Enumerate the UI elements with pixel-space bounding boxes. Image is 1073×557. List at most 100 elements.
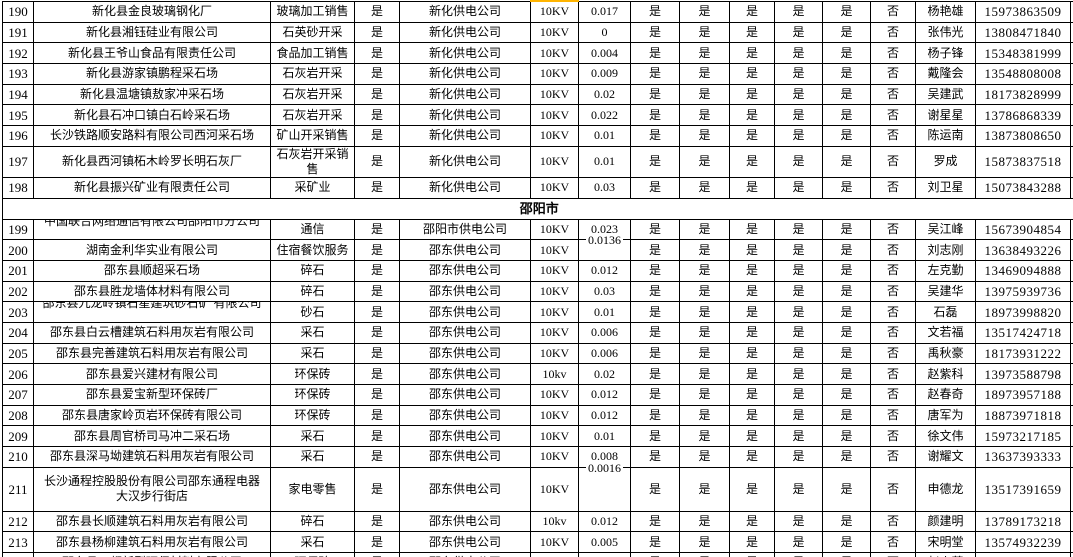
business-type-cell[interactable]: 矿山开采销售	[270, 125, 355, 147]
power-supply-company-cell[interactable]: 邵东供电公司	[399, 342, 531, 365]
confirm-flag-cell[interactable]: 是	[354, 239, 400, 261]
confirm-flag-cell[interactable]: 是	[354, 384, 400, 406]
power-supply-company-cell[interactable]: 邵东供电公司	[399, 363, 531, 385]
business-type-cell[interactable]: 碎石	[270, 259, 355, 282]
business-type-cell[interactable]: 环保砖	[270, 363, 355, 385]
check-cell[interactable]: 是	[630, 218, 680, 241]
confirm-flag-cell[interactable]: 是	[354, 63, 400, 85]
check-cell[interactable]: 是	[774, 466, 823, 512]
power-supply-company-cell[interactable]: 邵东供电公司	[399, 321, 531, 344]
contact-name-cell[interactable]: 谢星星	[915, 104, 976, 127]
business-type-cell[interactable]: 采石	[270, 342, 355, 365]
confirm-flag-cell[interactable]: 是	[354, 218, 400, 241]
business-type-cell[interactable]: 砂石	[270, 301, 355, 323]
company-name-cell[interactable]: 邵东县深马坳建筑石料用灰岩有限公司	[33, 446, 271, 468]
check-cell[interactable]: 是	[630, 83, 680, 106]
power-supply-company-cell[interactable]: 新化供电公司	[399, 0, 531, 23]
check-cell[interactable]: 是	[630, 280, 680, 303]
check-cell[interactable]: 是	[679, 321, 730, 344]
confirm-flag-cell[interactable]: 是	[354, 104, 400, 127]
check-cell[interactable]: 是	[729, 125, 775, 147]
voltage-level-cell[interactable]: 10KV	[530, 466, 579, 512]
check-cell[interactable]: 是	[729, 363, 775, 385]
value-cell[interactable]: 0.006	[578, 321, 631, 344]
phone-number-cell[interactable]: 13975939736	[975, 280, 1071, 303]
row-number-cell[interactable]: 211	[2, 466, 34, 512]
business-type-cell[interactable]: 通信	[270, 218, 355, 241]
phone-number-cell[interactable]: 18873971818	[975, 404, 1071, 427]
check-cell[interactable]: 是	[774, 404, 823, 427]
power-supply-company-cell[interactable]: 邵东供电公司	[399, 259, 531, 282]
no-flag-cell[interactable]: 否	[870, 384, 916, 406]
company-name-cell[interactable]: 新化县王爷山食品有限责任公司	[33, 42, 271, 65]
company-name-cell[interactable]: 邵东县爱宝新型环保砖厂	[33, 384, 271, 406]
value-cell[interactable]: 0.012	[578, 384, 631, 406]
voltage-level-cell[interactable]: 10KV	[530, 531, 579, 554]
business-type-cell[interactable]: 石灰岩开采	[270, 83, 355, 106]
check-cell[interactable]: 是	[630, 42, 680, 65]
no-flag-cell[interactable]: 否	[870, 259, 916, 282]
phone-number-cell[interactable]: 13873808650	[975, 125, 1071, 147]
contact-name-cell[interactable]: 禹秋豪	[915, 342, 976, 365]
check-cell[interactable]: 是	[774, 446, 823, 468]
row-number-cell[interactable]: 190	[2, 0, 34, 23]
phone-number-cell[interactable]: 15073843288	[975, 176, 1071, 199]
power-supply-company-cell[interactable]: 邵东供电公司	[399, 404, 531, 427]
phone-number-cell[interactable]: 13808471840	[975, 21, 1071, 44]
voltage-level-cell[interactable]: 10KV	[530, 384, 579, 406]
voltage-level-cell[interactable]: 10KV	[530, 280, 579, 303]
contact-name-cell[interactable]: 杨子锋	[915, 42, 976, 65]
check-cell[interactable]: 是	[679, 218, 730, 241]
company-name-cell[interactable]: 新化县游家镇鹏程采石场	[33, 63, 271, 85]
check-cell[interactable]: 是	[729, 239, 775, 261]
business-type-cell[interactable]: 采石	[270, 446, 355, 468]
edge-cut-cell[interactable]	[1070, 552, 1073, 557]
row-number-cell[interactable]: 202	[2, 280, 34, 303]
check-cell[interactable]: 是	[822, 104, 871, 127]
no-flag-cell[interactable]: 否	[870, 446, 916, 468]
check-cell[interactable]: 是	[630, 552, 680, 557]
business-type-cell[interactable]: 碎石	[270, 510, 355, 533]
check-cell[interactable]: 是	[630, 425, 680, 448]
check-cell[interactable]: 是	[822, 83, 871, 106]
check-cell[interactable]: 是	[679, 63, 730, 85]
value-cell[interactable]: 0.02	[578, 83, 631, 106]
value-cell[interactable]: 0.01	[578, 301, 631, 323]
company-name-cell[interactable]: 新化县西河镇柘木岭罗长明石灰厂	[33, 145, 271, 178]
contact-name-cell[interactable]: 杨艳雄	[915, 0, 976, 23]
no-flag-cell[interactable]: 否	[870, 321, 916, 344]
check-cell[interactable]: 是	[630, 321, 680, 344]
company-name-cell[interactable]: 新化县湘钰硅业有限公司	[33, 21, 271, 44]
no-flag-cell[interactable]: 否	[870, 104, 916, 127]
check-cell[interactable]: 是	[774, 510, 823, 533]
check-cell[interactable]: 是	[822, 510, 871, 533]
business-type-cell[interactable]: 采石	[270, 425, 355, 448]
check-cell[interactable]: 是	[729, 301, 775, 323]
voltage-level-cell[interactable]: 10KV	[530, 83, 579, 106]
business-type-cell[interactable]: 环保砖	[270, 384, 355, 406]
check-cell[interactable]: 是	[729, 531, 775, 554]
voltage-level-cell[interactable]: 10KV	[530, 125, 579, 147]
row-number-cell[interactable]: 214	[2, 552, 34, 557]
voltage-level-cell[interactable]: 10kv	[530, 552, 579, 557]
confirm-flag-cell[interactable]: 是	[354, 301, 400, 323]
check-cell[interactable]: 是	[679, 363, 730, 385]
no-flag-cell[interactable]: 否	[870, 125, 916, 147]
check-cell[interactable]: 是	[729, 384, 775, 406]
value-cell[interactable]: 0.027	[578, 552, 631, 557]
contact-name-cell[interactable]: 石磊	[915, 301, 976, 323]
phone-number-cell[interactable]: 13469094888	[975, 259, 1071, 282]
confirm-flag-cell[interactable]: 是	[354, 321, 400, 344]
phone-number-cell[interactable]: 13517391659	[975, 466, 1071, 512]
check-cell[interactable]: 是	[729, 21, 775, 44]
confirm-flag-cell[interactable]: 是	[354, 176, 400, 199]
phone-number-cell[interactable]: 13548808008	[975, 63, 1071, 85]
company-name-cell[interactable]: 邵东县九龙岭镇石星建筑砂石矿 有限公司	[33, 301, 271, 323]
check-cell[interactable]: 是	[679, 280, 730, 303]
business-type-cell[interactable]: 家电零售	[270, 466, 355, 512]
check-cell[interactable]: 是	[822, 21, 871, 44]
business-type-cell[interactable]: 石灰岩开采销售	[270, 145, 355, 178]
check-cell[interactable]: 是	[822, 363, 871, 385]
check-cell[interactable]: 是	[774, 239, 823, 261]
contact-name-cell[interactable]: 赵紫科	[915, 363, 976, 385]
